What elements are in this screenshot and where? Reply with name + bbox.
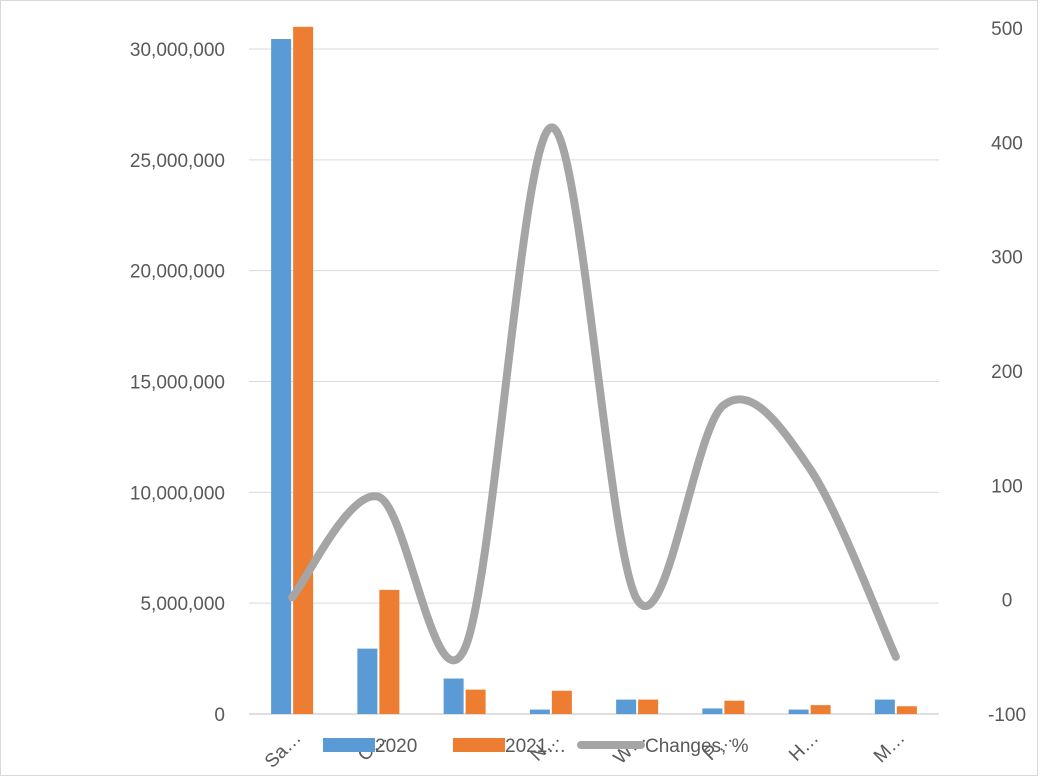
legend-label: Changes, %	[645, 736, 749, 757]
bar-2021-3	[551, 690, 572, 714]
left-tick-label: 15,000,000	[130, 373, 225, 394]
legend-item-1: 2021…	[453, 736, 566, 757]
right-tick-label: 200	[991, 362, 1023, 383]
bar-2021-4	[638, 699, 659, 714]
bar-series	[271, 26, 917, 715]
left-tick-label: 25,000,000	[130, 151, 225, 172]
right-tick-label: 500	[991, 19, 1023, 40]
bar-2020-3	[529, 709, 550, 714]
bar-2020-5	[702, 708, 723, 714]
line-series	[288, 123, 900, 665]
left-tick-label: 0	[214, 705, 225, 726]
bar-2020-2	[443, 678, 464, 714]
left-tick-label: 30,000,000	[130, 40, 225, 61]
bar-2020-1	[357, 648, 378, 714]
bar-2021-5	[724, 700, 745, 714]
right-tick-label: 400	[991, 133, 1023, 154]
category-label: Sa…	[261, 728, 306, 773]
line-changes-percent	[288, 123, 900, 665]
category-label: M…	[870, 728, 909, 767]
right-tick-label: -100	[988, 705, 1026, 726]
gridlines	[249, 48, 939, 715]
left-tick-label: 5,000,000	[140, 594, 225, 615]
legend: 2020 2021… Changes, %	[323, 736, 749, 757]
bar-2021-0	[293, 26, 314, 715]
legend-label: 2021…	[505, 736, 566, 757]
legend-swatch	[453, 738, 505, 752]
bar-2021-7	[896, 706, 917, 714]
bar-2020-0	[271, 39, 292, 714]
left-axis: 0 5,000,000 10,000,000 15,000,000 20,000,000…	[130, 40, 225, 726]
bar-2020-7	[874, 699, 895, 714]
bar-2021-2	[465, 689, 486, 714]
legend-item-2: Changes, %	[577, 736, 749, 757]
legend-label: 2020	[375, 736, 417, 757]
category-label: H…	[785, 728, 823, 766]
right-tick-label: 100	[991, 476, 1023, 497]
bar-2021-1	[379, 589, 400, 714]
bar-2020-4	[616, 699, 637, 714]
left-tick-label: 20,000,000	[130, 262, 225, 283]
legend-swatch	[323, 738, 375, 752]
bar-2021-6	[810, 705, 831, 714]
left-tick-label: 10,000,000	[130, 483, 225, 504]
right-tick-label: 300	[991, 248, 1023, 269]
right-tick-label: 0	[1002, 591, 1013, 612]
bar-2020-6	[788, 709, 809, 714]
legend-item-0: 2020	[323, 736, 417, 757]
right-axis: -100 0 100 200 300 400 500	[988, 19, 1026, 726]
